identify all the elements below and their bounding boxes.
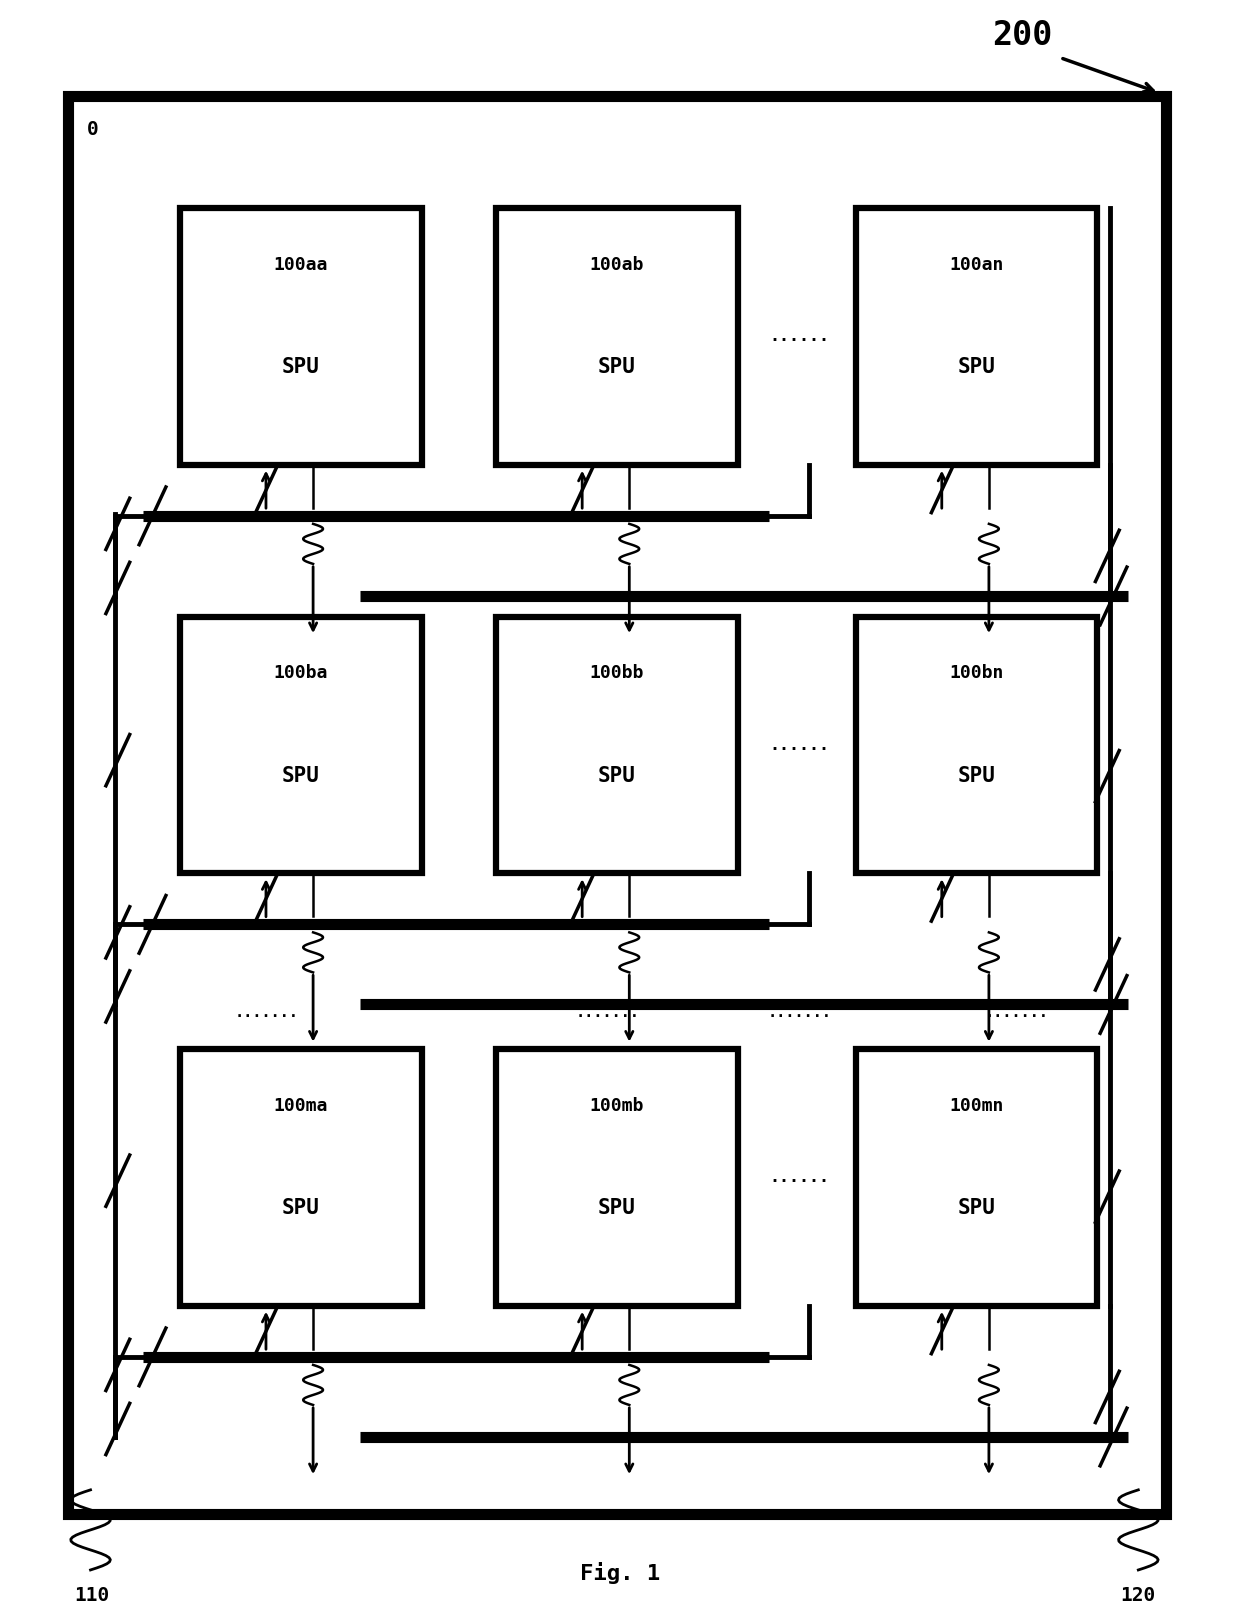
Bar (180, 617, 422, 873)
Text: ......: ...... (770, 1168, 830, 1187)
Text: SPU: SPU (281, 357, 320, 376)
Text: 100mb: 100mb (590, 1097, 644, 1115)
Text: Fig. 1: Fig. 1 (580, 1562, 660, 1584)
Bar (856, 617, 1097, 873)
Text: 100aa: 100aa (274, 256, 327, 274)
Text: 100ma: 100ma (274, 1097, 327, 1115)
Text: 0: 0 (87, 120, 98, 139)
Bar (496, 1049, 738, 1306)
Text: 100ab: 100ab (590, 256, 644, 274)
Text: SPU: SPU (281, 766, 320, 785)
Text: 100bn: 100bn (950, 665, 1003, 682)
Bar (68, 96, 1166, 1514)
Text: .......: ....... (985, 1004, 1049, 1020)
Bar (180, 1049, 422, 1306)
Text: SPU: SPU (957, 766, 996, 785)
Text: SPU: SPU (281, 1198, 320, 1218)
Text: .......: ....... (575, 1004, 640, 1020)
Text: SPU: SPU (598, 766, 636, 785)
Text: 100mn: 100mn (950, 1097, 1003, 1115)
Text: .......: ....... (234, 1004, 299, 1020)
Bar (856, 1049, 1097, 1306)
Text: SPU: SPU (957, 1198, 996, 1218)
Text: 100bb: 100bb (590, 665, 644, 682)
Text: 100ba: 100ba (274, 665, 327, 682)
Text: .......: ....... (768, 1004, 832, 1020)
Bar (496, 208, 738, 465)
Bar (856, 208, 1097, 465)
Text: SPU: SPU (598, 1198, 636, 1218)
Text: 110: 110 (74, 1586, 109, 1602)
Text: ......: ...... (770, 327, 830, 346)
Text: 120: 120 (1121, 1586, 1156, 1602)
Text: SPU: SPU (957, 357, 996, 376)
Text: 100an: 100an (950, 256, 1003, 274)
Text: 200: 200 (992, 19, 1053, 51)
Text: ......: ...... (770, 735, 830, 755)
Bar (496, 617, 738, 873)
Text: SPU: SPU (598, 357, 636, 376)
Bar (180, 208, 422, 465)
